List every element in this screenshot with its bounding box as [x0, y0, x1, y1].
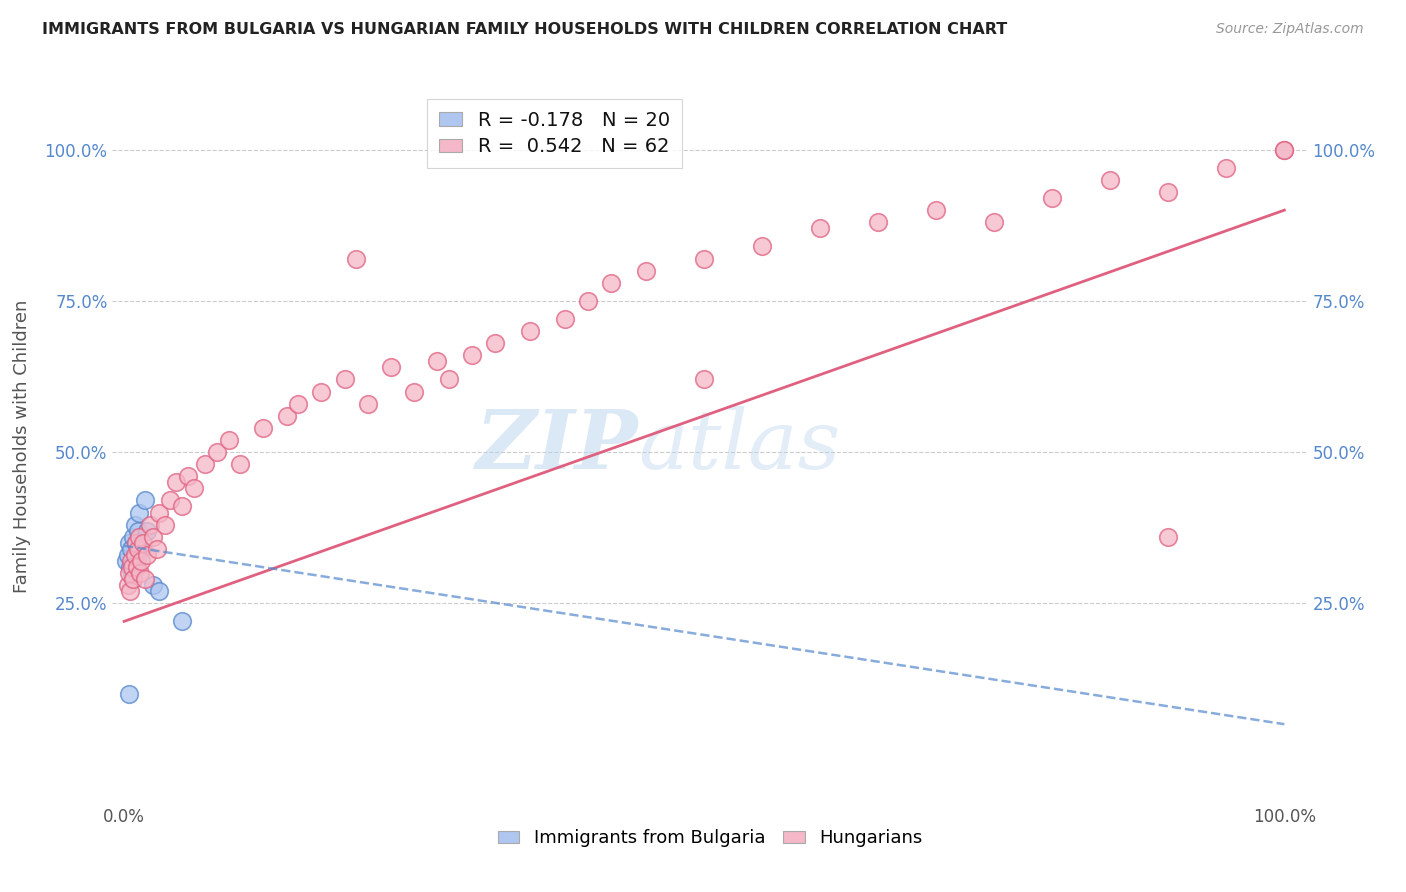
Point: [145, 541, 167, 556]
Point: [128, 530, 150, 544]
Point: [576, 293, 599, 308]
Point: [142, 578, 165, 592]
Point: [122, 572, 145, 586]
Text: atlas: atlas: [638, 406, 841, 486]
Point: [153, 517, 176, 532]
Point: [128, 506, 150, 520]
Point: [333, 372, 356, 386]
Point: [868, 215, 890, 229]
Point: [138, 517, 160, 532]
Point: [134, 493, 156, 508]
Point: [1157, 185, 1180, 199]
Point: [461, 348, 484, 362]
Point: [484, 336, 506, 351]
Point: [125, 535, 148, 549]
Point: [808, 221, 831, 235]
Point: [118, 560, 141, 574]
Text: ZIP: ZIP: [475, 406, 638, 486]
Point: [519, 324, 541, 338]
Y-axis label: Family Households with Children: Family Households with Children: [13, 300, 31, 592]
Point: [118, 566, 141, 580]
Point: [118, 584, 141, 599]
Point: [983, 215, 1005, 229]
Point: [148, 506, 170, 520]
Point: [1272, 143, 1295, 157]
Point: [925, 203, 948, 218]
Point: [122, 530, 145, 544]
Point: [136, 524, 159, 538]
Point: [121, 566, 143, 580]
Point: [131, 541, 153, 556]
Point: [380, 360, 402, 375]
Point: [205, 445, 228, 459]
Point: [125, 535, 148, 549]
Point: [148, 584, 170, 599]
Point: [437, 372, 460, 386]
Point: [117, 578, 139, 592]
Point: [1272, 143, 1295, 157]
Point: [125, 560, 148, 574]
Point: [426, 354, 449, 368]
Point: [125, 554, 148, 568]
Point: [165, 475, 187, 490]
Point: [118, 687, 141, 701]
Point: [124, 517, 146, 532]
Point: [1157, 530, 1180, 544]
Point: [134, 572, 156, 586]
Point: [252, 421, 274, 435]
Point: [276, 409, 298, 423]
Point: [1099, 173, 1122, 187]
Point: [127, 541, 149, 556]
Legend: Immigrants from Bulgaria, Hungarians: Immigrants from Bulgaria, Hungarians: [486, 818, 934, 858]
Point: [357, 397, 380, 411]
Point: [177, 469, 200, 483]
Point: [600, 276, 623, 290]
Point: [311, 384, 333, 399]
Point: [120, 554, 142, 568]
Point: [131, 535, 153, 549]
Point: [129, 566, 152, 580]
Point: [127, 524, 149, 538]
Point: [117, 548, 139, 562]
Point: [344, 252, 367, 266]
Point: [218, 433, 240, 447]
Point: [554, 312, 576, 326]
Point: [172, 615, 194, 629]
Point: [693, 372, 716, 386]
Point: [287, 397, 309, 411]
Point: [142, 530, 165, 544]
Point: [229, 457, 252, 471]
Point: [115, 554, 138, 568]
Point: [404, 384, 426, 399]
Point: [172, 500, 194, 514]
Point: [1040, 191, 1063, 205]
Point: [131, 554, 153, 568]
Point: [1215, 161, 1237, 175]
Point: [122, 572, 145, 586]
Point: [118, 535, 141, 549]
Point: [121, 560, 143, 574]
Point: [636, 263, 658, 277]
Point: [693, 252, 716, 266]
Text: Source: ZipAtlas.com: Source: ZipAtlas.com: [1216, 22, 1364, 37]
Point: [120, 541, 142, 556]
Point: [136, 548, 159, 562]
Point: [183, 481, 205, 495]
Point: [159, 493, 181, 508]
Point: [751, 239, 773, 253]
Point: [194, 457, 217, 471]
Text: IMMIGRANTS FROM BULGARIA VS HUNGARIAN FAMILY HOUSEHOLDS WITH CHILDREN CORRELATIO: IMMIGRANTS FROM BULGARIA VS HUNGARIAN FA…: [42, 22, 1008, 37]
Point: [124, 548, 146, 562]
